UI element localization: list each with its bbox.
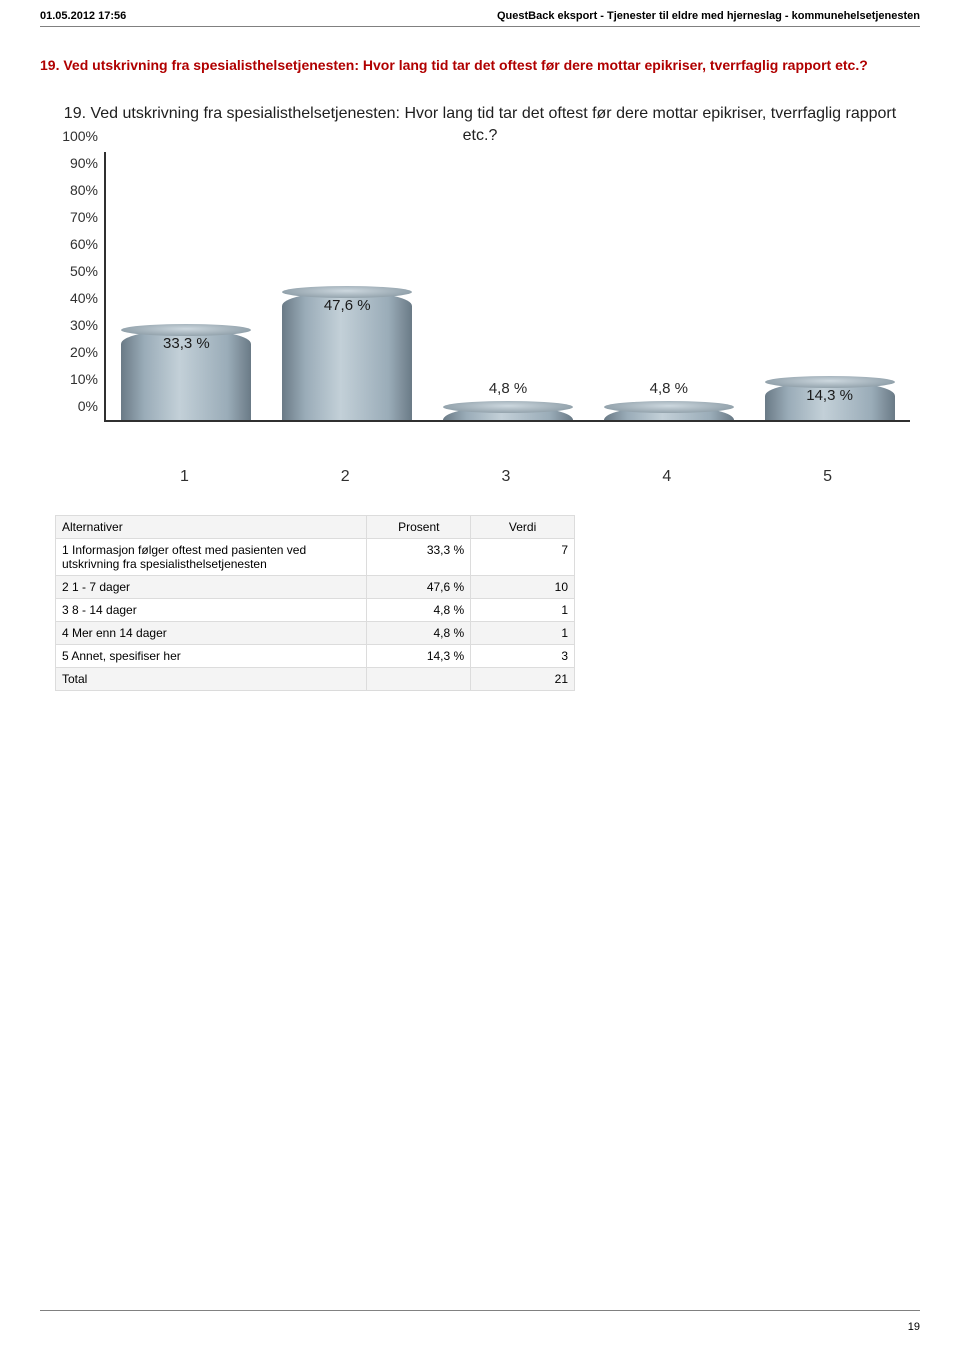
x-tick-label: 2 [341,468,350,486]
cell-label: 1 Informasjon følger oftest med pasiente… [56,539,367,576]
chart-plot: 33,3 % 47,6 % 4,8 % 4,8 % 14,3 % [104,152,910,422]
cell-label: 5 Annet, spesifiser her [56,645,367,668]
cell-percent: 33,3 % [367,539,471,576]
y-tick: 10% [70,371,98,387]
bar: 4,8 % [604,407,734,420]
cell-percent [367,668,471,691]
cell-value: 21 [471,668,575,691]
bar: 14,3 % [765,382,895,421]
page-header: 01.05.2012 17:56 QuestBack eksport - Tje… [40,10,920,26]
cell-value: 7 [471,539,575,576]
bar: 47,6 % [282,292,412,421]
bar-chart: 19. Ved utskrivning fra spesialisthelset… [50,103,910,490]
bar-slot: 14,3 % [760,150,900,420]
chart-title: 19. Ved utskrivning fra spesialisthelset… [50,103,910,146]
table-row: Total 21 [56,668,575,691]
table-body: 1 Informasjon følger oftest med pasiente… [56,539,575,691]
header-timestamp: 01.05.2012 17:56 [40,10,126,22]
bar-value-label: 33,3 % [163,335,210,352]
cell-label: 2 1 - 7 dager [56,576,367,599]
y-tick: 20% [70,344,98,360]
table-row: 1 Informasjon følger oftest med pasiente… [56,539,575,576]
bar-slot: 4,8 % [438,150,578,420]
bar-value-label: 47,6 % [324,297,371,314]
cell-value: 10 [471,576,575,599]
x-tick-label: 1 [180,468,189,486]
question-title: 19. Ved utskrivning fra spesialisthelset… [40,57,920,73]
y-tick: 0% [78,398,98,414]
cell-value: 1 [471,599,575,622]
y-tick: 30% [70,317,98,333]
y-tick: 40% [70,290,98,306]
x-tick-label: 5 [823,468,832,486]
x-tick-label: 3 [502,468,511,486]
bar-slot: 47,6 % [277,150,417,420]
x-axis: 1 2 3 4 5 [104,462,910,490]
col-verdi: Verdi [471,516,575,539]
page-container: 01.05.2012 17:56 QuestBack eksport - Tje… [0,0,960,711]
col-alternativer: Alternativer [56,516,367,539]
table: Alternativer Prosent Verdi 1 Informasjon… [55,515,575,691]
cell-percent: 4,8 % [367,622,471,645]
y-tick: 70% [70,209,98,225]
y-tick: 90% [70,155,98,171]
y-tick: 50% [70,263,98,279]
bar-value-label: 14,3 % [806,387,853,404]
cell-percent: 14,3 % [367,645,471,668]
x-tick-label: 4 [662,468,671,486]
bar-value-label: 4,8 % [489,380,527,397]
y-tick: 60% [70,236,98,252]
cell-label: Total [56,668,367,691]
cell-value: 1 [471,622,575,645]
y-axis: 0%10%20%30%40%50%60%70%80%90%100% [50,152,104,422]
table-row: 3 8 - 14 dager4,8 %1 [56,599,575,622]
bar-slot: 4,8 % [599,150,739,420]
results-table: Alternativer Prosent Verdi 1 Informasjon… [55,515,575,691]
cell-label: 4 Mer enn 14 dager [56,622,367,645]
cell-percent: 4,8 % [367,599,471,622]
table-row: 4 Mer enn 14 dager4,8 %1 [56,622,575,645]
table-row: 2 1 - 7 dager47,6 %10 [56,576,575,599]
bar-slot: 33,3 % [116,150,256,420]
y-tick: 80% [70,182,98,198]
page-number: 19 [908,1321,920,1333]
header-rule [40,26,920,27]
cell-label: 3 8 - 14 dager [56,599,367,622]
cell-value: 3 [471,645,575,668]
bar-value-label: 4,8 % [650,380,688,397]
header-export-title: QuestBack eksport - Tjenester til eldre … [497,10,920,22]
table-row: 5 Annet, spesifiser her14,3 %3 [56,645,575,668]
footer-rule [40,1310,920,1311]
y-tick: 100% [62,128,98,144]
bar: 4,8 % [443,407,573,420]
bar: 33,3 % [121,330,251,420]
cell-percent: 47,6 % [367,576,471,599]
chart-area: 0%10%20%30%40%50%60%70%80%90%100% 33,3 %… [50,152,910,462]
col-prosent: Prosent [367,516,471,539]
